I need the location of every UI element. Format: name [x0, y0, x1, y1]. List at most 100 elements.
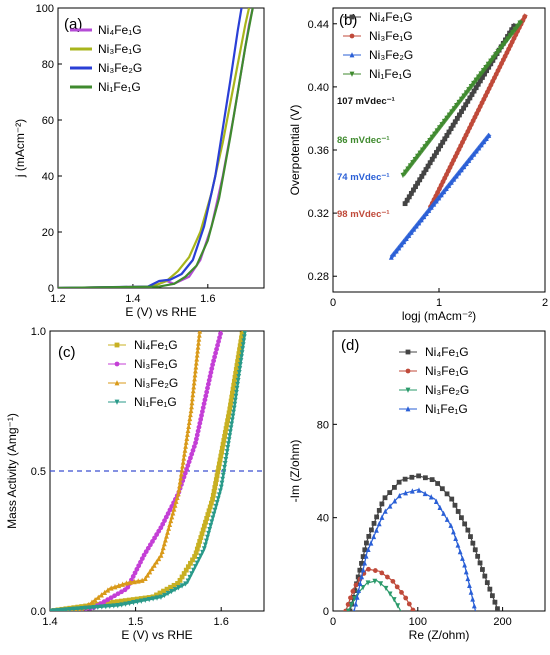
chart-2-data-point — [219, 449, 224, 455]
chart-2-data-point — [213, 503, 219, 510]
chart-2-data-point — [206, 508, 212, 514]
chart-1-data-point — [433, 198, 439, 204]
chart-1-data-point — [511, 23, 517, 29]
chart-2-data-point — [151, 562, 157, 568]
chart-2-data-point — [177, 479, 183, 485]
chart-3-data-point — [364, 540, 369, 546]
chart-3-data-point — [374, 514, 380, 520]
chart-2-data-point — [214, 346, 219, 352]
chart-2-data-point — [131, 578, 137, 585]
chart-2-data-point — [125, 584, 131, 590]
chart-1-data-point — [499, 61, 504, 66]
chart-3-plot-frame — [332, 330, 546, 612]
chart-3-data-point — [452, 502, 458, 508]
chart-1-data-point — [451, 106, 457, 112]
chart-2-data-point — [237, 343, 243, 349]
chart-2-data-point — [204, 516, 210, 521]
chart-2-data-point — [145, 572, 150, 578]
chart-1-data-point — [416, 220, 422, 226]
chart-3-data-point — [360, 585, 366, 591]
chart-2-data-point — [212, 507, 218, 514]
chart-3-data-point — [372, 568, 378, 573]
chart-1-data-point — [476, 74, 481, 80]
chart-3-data-point — [477, 560, 483, 566]
chart-2-data-point — [199, 531, 205, 537]
chart-2-data-point — [200, 405, 206, 411]
chart-2-data-point — [233, 370, 239, 376]
chart-1-data-point — [461, 136, 467, 142]
chart-1-data-point — [481, 96, 487, 102]
chart-2-data-point — [220, 441, 226, 447]
chart-0-plot-frame — [57, 7, 265, 289]
chart-2-data-point — [218, 453, 224, 459]
chart-3-data-point — [368, 540, 374, 546]
chart-3-data-point — [399, 590, 404, 595]
chart-2-y-axis-label: Mass Activity (Amg⁻¹) — [5, 413, 19, 529]
chart-1-data-point — [422, 144, 428, 150]
chart-0-legend-label: Ni₄Fe₁G — [98, 23, 142, 37]
chart-2-data-point — [63, 607, 69, 611]
chart-1-data-point — [446, 112, 452, 118]
chart-1-data-point — [446, 129, 452, 135]
chart-1-slope-annotation: 107 mVdec⁻¹ — [337, 96, 395, 107]
chart-3-data-point — [382, 508, 388, 514]
chart-3-data-point — [451, 529, 456, 535]
chart-1-data-point — [437, 186, 442, 192]
chart-3-data-point — [441, 510, 446, 516]
chart-2-data-point — [174, 494, 180, 501]
chart-2-data-point — [193, 368, 198, 374]
chart-2-data-point — [179, 583, 185, 589]
chart-1-data-point — [398, 241, 404, 248]
chart-1-data-point — [453, 173, 459, 179]
chart-2-data-point — [199, 409, 205, 414]
chart-2-legend-marker — [114, 342, 120, 348]
chart-2-data-point — [115, 591, 121, 597]
chart-1-data-point — [410, 160, 416, 166]
chart-3-data-point — [345, 602, 351, 607]
chart-2-data-point — [235, 355, 241, 361]
chart-1-data-point — [412, 156, 418, 163]
chart-1-data-point — [415, 153, 420, 160]
chart-2-data-point — [135, 578, 141, 584]
chart-2-data-point — [208, 370, 214, 375]
chart-2-data-point — [238, 339, 244, 345]
chart-3-data-point — [409, 474, 415, 480]
chart-3-data-point — [349, 602, 354, 608]
chart-0-y-tick-label: 80 — [42, 59, 54, 71]
chart-2-data-point — [180, 459, 186, 465]
chart-1-data-point — [465, 98, 471, 104]
chart-2-data-point — [183, 567, 189, 573]
chart-2-data-point — [218, 331, 223, 337]
chart-1-data-point — [517, 20, 523, 26]
chart-3-panel-label: (d) — [341, 337, 359, 354]
chart-2-data-point — [232, 374, 238, 380]
chart-2-data-point — [198, 416, 204, 422]
chart-2-series-2 — [50, 331, 203, 611]
chart-1-data-point — [396, 245, 402, 251]
chart-2-data-point — [108, 595, 114, 601]
chart-3-data-point — [369, 527, 374, 533]
chart-3-data-point — [467, 582, 472, 588]
chart-2-data-point — [196, 332, 202, 338]
chart-3-data-point — [470, 540, 476, 546]
chart-1-data-point — [434, 150, 439, 155]
chart-2-data-point — [238, 358, 244, 364]
chart-2-data-point — [89, 599, 95, 605]
chart-2-data-point — [83, 605, 89, 611]
chart-2-data-point — [181, 455, 187, 461]
chart-3-data-point — [387, 490, 393, 495]
chart-2-data-point — [208, 500, 214, 506]
chart-3-data-point — [371, 521, 377, 526]
chart-2-data-point — [103, 604, 109, 610]
chart-2-data-point — [112, 593, 117, 599]
chart-2-data-point — [205, 512, 211, 517]
chart-2-data-point — [154, 559, 159, 565]
chart-1-data-point — [463, 102, 469, 108]
chart-3-data-point — [406, 601, 412, 607]
chart-3-data-point — [376, 508, 382, 513]
chart-2-data-point — [218, 484, 224, 490]
chart-2-data-point — [193, 360, 199, 366]
chart-2-data-point — [215, 342, 220, 348]
chart-2-data-point — [178, 475, 184, 481]
chart-2-panel-label: (c) — [58, 344, 76, 361]
